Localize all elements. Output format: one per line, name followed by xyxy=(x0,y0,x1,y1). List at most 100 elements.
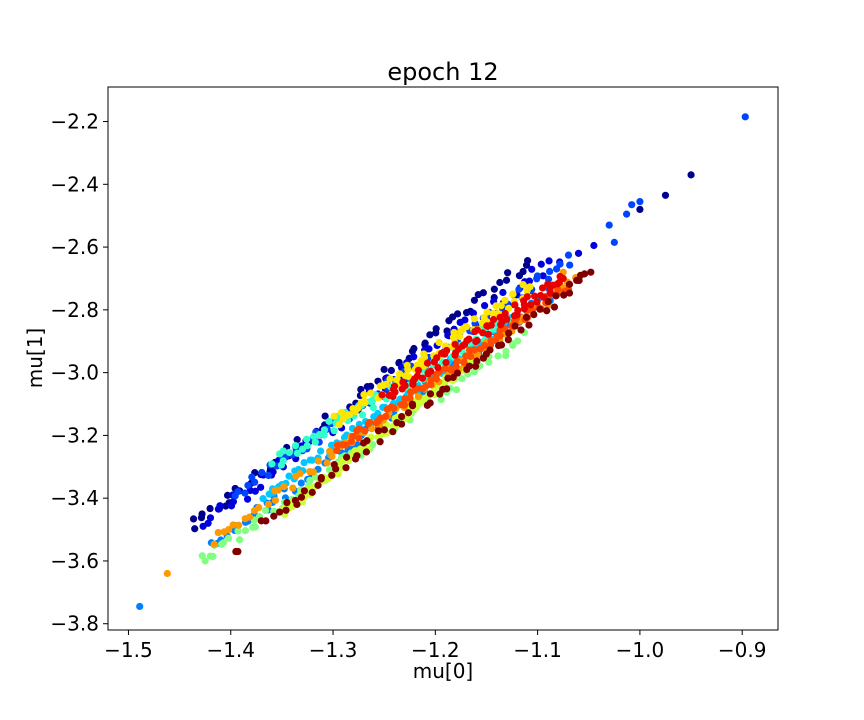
scatter-point xyxy=(504,269,512,277)
scatter-point xyxy=(345,411,354,419)
scatter-point xyxy=(262,517,270,525)
scatter-point xyxy=(396,370,404,378)
scatter-point xyxy=(511,301,519,309)
scatter-point xyxy=(504,336,512,344)
scatter-point xyxy=(526,283,534,291)
scatter-point xyxy=(590,241,598,250)
scatter-point xyxy=(270,512,278,520)
scatter-point xyxy=(342,464,350,472)
scatter-point xyxy=(461,316,469,324)
scatter-point xyxy=(330,427,338,435)
scatter-point xyxy=(296,469,304,478)
scatter-point xyxy=(368,425,376,433)
scatter-point xyxy=(393,376,401,384)
scatter-point xyxy=(479,329,487,337)
scatter-point xyxy=(467,352,475,361)
scatter-point xyxy=(537,260,545,268)
scatter-point xyxy=(189,515,198,523)
scatter-point xyxy=(441,365,449,373)
scatter-point xyxy=(511,322,519,330)
scatter-point xyxy=(343,453,351,461)
scatter-point xyxy=(264,471,272,480)
scatter-point xyxy=(206,504,214,513)
scatter-point xyxy=(522,313,531,321)
scatter-point xyxy=(235,536,244,544)
scatter-point xyxy=(527,301,535,309)
scatter-point xyxy=(330,412,338,420)
scatter-point xyxy=(382,412,390,420)
scatter-point xyxy=(330,461,338,469)
scatter-point xyxy=(404,409,413,417)
scatter-point xyxy=(687,171,695,179)
scatter-point xyxy=(323,459,331,467)
x-axis-label: mu[0] xyxy=(413,659,474,683)
scatter-point xyxy=(421,339,429,347)
scatter-point xyxy=(300,458,308,467)
scatter-point xyxy=(245,513,254,521)
scatter-point xyxy=(360,391,368,399)
scatter-point xyxy=(509,290,517,298)
scatter-point xyxy=(398,412,406,421)
scatter-point xyxy=(423,359,432,367)
scatter-point xyxy=(335,421,343,429)
scatter-point xyxy=(369,403,377,412)
scatter-point xyxy=(587,268,595,276)
scatter-point xyxy=(325,417,333,425)
scatter-point xyxy=(274,486,282,494)
scatter-point xyxy=(494,352,502,360)
scatter-point xyxy=(268,460,276,468)
x-tick-label: −1.5 xyxy=(104,638,153,662)
scatter-point xyxy=(382,380,390,388)
scatter-point xyxy=(234,547,242,556)
scatter-point xyxy=(414,393,423,401)
scatter-point xyxy=(451,340,459,348)
scatter-point xyxy=(543,307,551,315)
x-tick-label: −1.1 xyxy=(513,638,562,662)
scatter-point xyxy=(300,487,308,495)
scatter-point xyxy=(361,427,369,435)
scatter-point xyxy=(503,315,511,323)
scatter-point xyxy=(420,350,428,358)
scatter-point xyxy=(497,302,505,310)
scatter-point xyxy=(486,346,494,354)
scatter-point xyxy=(206,514,215,522)
y-axis: −3.8 −3.6 −3.4 −3.2 −3.0 −2.8 −2.6 −2.4 −2.2 xyxy=(50,110,108,636)
scatter-point xyxy=(257,483,265,491)
scatter-point xyxy=(496,313,504,321)
y-tick-label: −3.2 xyxy=(50,423,99,447)
scatter-point xyxy=(285,448,293,456)
scatter-point xyxy=(523,293,531,301)
scatter-point xyxy=(308,488,316,496)
scatter-point xyxy=(342,441,350,449)
scatter-point xyxy=(418,374,427,382)
y-tick-label: −3.4 xyxy=(50,486,99,510)
scatter-point xyxy=(214,528,222,537)
scatter-point xyxy=(514,306,522,315)
scatter-point xyxy=(297,493,306,501)
scatter-point xyxy=(414,366,423,374)
scatter-point xyxy=(636,197,644,206)
scatter-point xyxy=(442,359,450,367)
scatter-point xyxy=(502,347,510,356)
scatter-point xyxy=(473,326,481,334)
scatter-point xyxy=(473,336,481,345)
scatter-point xyxy=(458,374,466,383)
scatter-point xyxy=(303,435,311,443)
scatter-point xyxy=(261,506,270,515)
scatter-point xyxy=(403,361,411,369)
scatter-point xyxy=(243,495,252,503)
x-tick-label: −1.4 xyxy=(206,638,255,662)
scatter-point xyxy=(216,502,224,510)
scatter-point xyxy=(502,276,511,284)
scatter-point xyxy=(564,251,573,259)
scatter-point xyxy=(367,389,375,397)
scatter-point xyxy=(443,346,451,355)
scatter-point xyxy=(314,481,322,489)
scatter-point xyxy=(496,332,504,340)
scatter-point xyxy=(536,305,544,313)
scatter-point xyxy=(499,288,507,297)
scatter-point xyxy=(559,274,567,283)
scatter-point xyxy=(443,385,451,393)
scatter-point xyxy=(369,396,377,404)
scatter-point xyxy=(470,368,478,376)
